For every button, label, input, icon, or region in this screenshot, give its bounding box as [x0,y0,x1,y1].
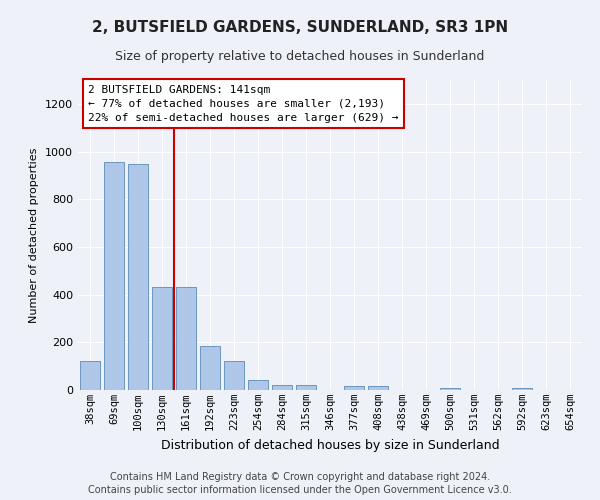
Bar [200,346,220,390]
Bar [344,386,364,390]
Bar [368,386,388,390]
Text: 2 BUTSFIELD GARDENS: 141sqm
← 77% of detached houses are smaller (2,193)
22% of : 2 BUTSFIELD GARDENS: 141sqm ← 77% of det… [88,84,398,122]
Bar [176,288,196,390]
Text: Contains HM Land Registry data © Crown copyright and database right 2024.
Contai: Contains HM Land Registry data © Crown c… [88,472,512,495]
Text: Size of property relative to detached houses in Sunderland: Size of property relative to detached ho… [115,50,485,63]
Bar [296,385,316,390]
Bar [80,362,100,390]
Bar [440,388,460,390]
Bar [248,380,268,390]
Bar [104,162,124,390]
Y-axis label: Number of detached properties: Number of detached properties [29,148,40,322]
Text: 2, BUTSFIELD GARDENS, SUNDERLAND, SR3 1PN: 2, BUTSFIELD GARDENS, SUNDERLAND, SR3 1P… [92,20,508,35]
Bar [272,385,292,390]
Bar [152,288,172,390]
Bar [128,164,148,390]
Bar [224,362,244,390]
X-axis label: Distribution of detached houses by size in Sunderland: Distribution of detached houses by size … [161,438,499,452]
Bar [512,388,532,390]
